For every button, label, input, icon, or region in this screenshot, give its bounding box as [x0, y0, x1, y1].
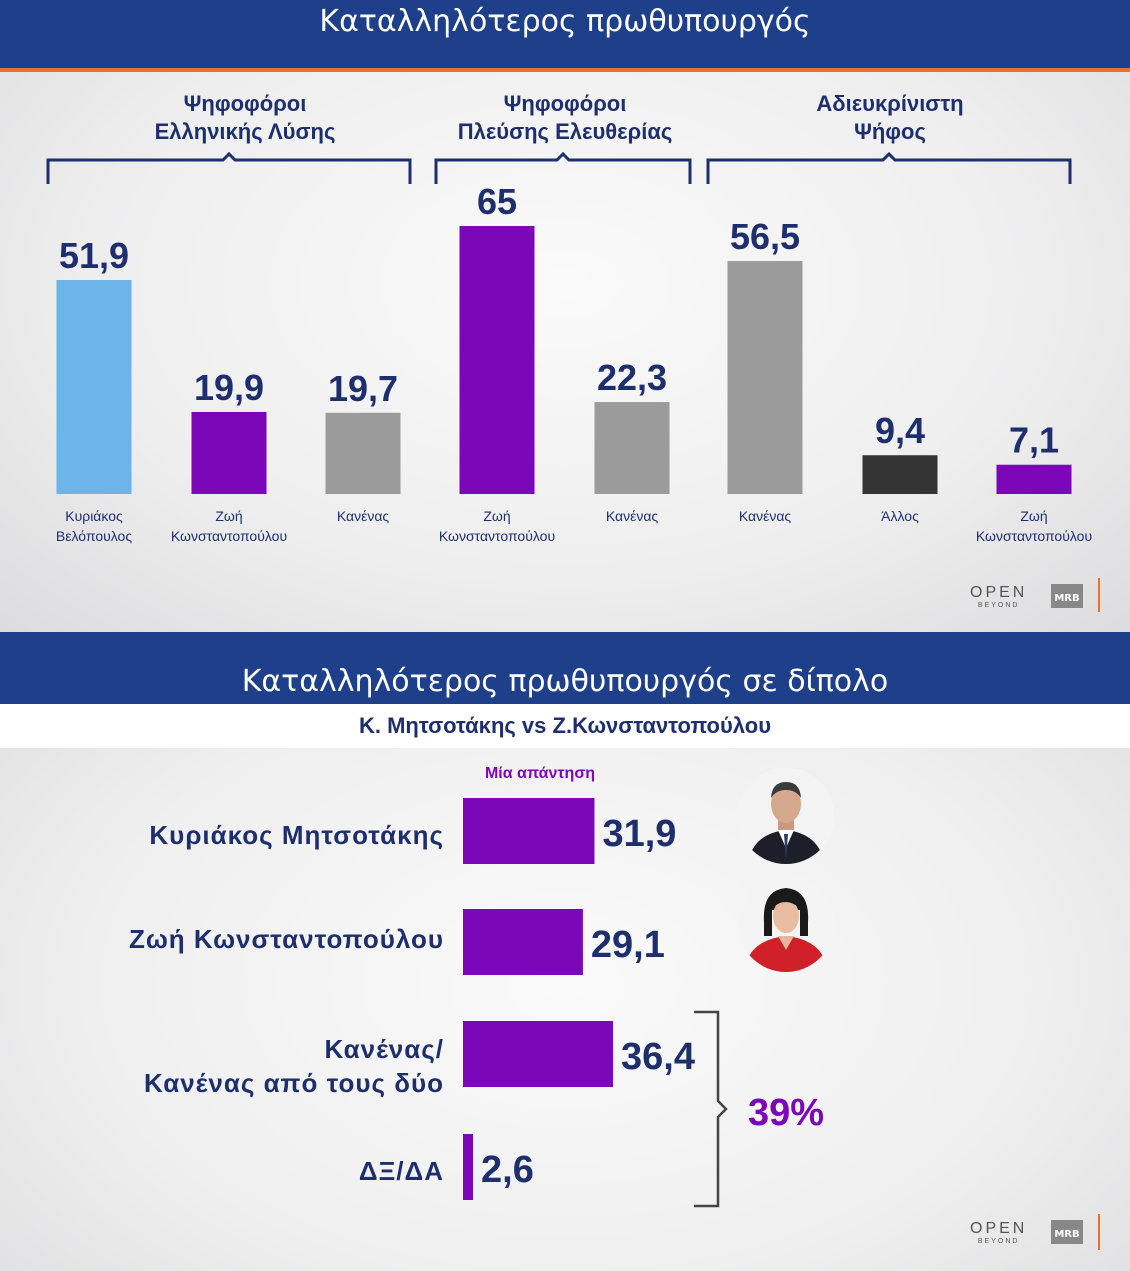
bar-value-label: 51,9	[59, 235, 129, 276]
category-label-line: Ζωή	[1020, 508, 1048, 524]
bar-value-label: 19,9	[194, 367, 264, 408]
category-label-line: Κωνσταντοπούλου	[975, 528, 1093, 544]
row-label-line: Κυριάκος Μητσοτάκης	[149, 820, 444, 850]
bar-value-label: 9,4	[875, 410, 925, 451]
group-label-line: Ψηφοφόροι	[183, 91, 307, 116]
logo-separator	[1098, 578, 1100, 612]
group-bracket	[706, 151, 1072, 184]
group-bracket	[46, 151, 412, 184]
avatar-konstantopoulou	[738, 876, 834, 972]
legend-label: Μία απάντηση	[485, 765, 595, 782]
bracket-total-label: 39%	[748, 1092, 824, 1134]
bar	[862, 455, 938, 494]
bar-value-label: 65	[477, 181, 517, 222]
top-title-underline	[0, 68, 1130, 72]
category-label: Κανένας	[557, 506, 707, 526]
category-label-line: Άλλος	[881, 508, 919, 524]
category-label-line: Κανένας	[738, 508, 792, 524]
open-logo-text: OPEN	[970, 584, 1028, 601]
open-beyond-logo: OPEN BEYOND	[970, 584, 1027, 609]
bar-value-label: 22,3	[597, 357, 667, 398]
category-label-line: Κανένας	[605, 508, 659, 524]
bar	[996, 464, 1072, 494]
bar-value-label: 29,1	[591, 924, 665, 966]
open-logo-text: OPEN	[970, 1220, 1028, 1237]
category-label: Ζωή Κωνσταντοπούλου	[154, 506, 304, 546]
group-bracket	[434, 151, 692, 184]
group-label-line: Ελληνικής Λύσης	[154, 119, 336, 144]
group-label-elliniki-lysi: Ψηφοφόροι Ελληνικής Λύσης	[70, 90, 420, 146]
category-label: Ζωή Κωνσταντοπούλου	[959, 506, 1109, 546]
category-label-line: Κανένας	[336, 508, 390, 524]
bottom-bar-chart: Μία απάντηση 31,9 29,1 36,4 2,6 39%	[463, 765, 824, 1208]
bar-value-label: 56,5	[730, 216, 800, 257]
bar	[56, 280, 132, 494]
category-label-line: Ζωή	[483, 508, 511, 524]
logo-separator	[1098, 1214, 1100, 1250]
bar	[463, 1021, 613, 1087]
bar	[594, 402, 670, 494]
mrb-logo: MRB	[1051, 1220, 1083, 1244]
category-label-line: Βελόπουλος	[55, 528, 133, 544]
category-label: Κανένας	[288, 506, 438, 526]
row-label-mitsotakis: Κυριάκος Μητσοτάκης	[149, 818, 444, 852]
portrait-man-icon	[738, 768, 834, 864]
top-bar-chart: 51,9 19,9 19,7 65 22,3 56,5 9,4 7,1	[46, 151, 1072, 494]
group-label-line: Ψήφος	[854, 119, 926, 144]
category-label: Κυριάκος Βελόπουλος	[19, 506, 169, 546]
bottom-chart-title: Καταλληλότερος πρωθυπουργός σε δίπολο	[241, 664, 889, 699]
group-label-line: Πλεύσης Ελευθερίας	[457, 119, 673, 144]
portrait-woman-icon	[738, 876, 834, 972]
top-chart-title: Καταλληλότερος πρωθυπουργός	[319, 4, 811, 39]
bar	[191, 411, 267, 494]
category-label: Ζωή Κωνσταντοπούλου	[422, 506, 572, 546]
open-beyond-logo: OPEN BEYOND	[970, 1220, 1027, 1245]
group-label-adieukriniti: Αδιευκρίνιστη Ψήφος	[740, 90, 1040, 146]
row-label-line: Ζωή Κωνσταντοπούλου	[128, 924, 444, 954]
beyond-logo-text: BEYOND	[977, 1238, 1020, 1245]
group-label-plefsi-eleftherias: Ψηφοφόροι Πλεύσης Ελευθερίας	[430, 90, 700, 146]
bottom-chart-subtitle: Κ. Μητσοτάκης vs Ζ.Κωνσταντοπούλου	[0, 704, 1130, 748]
row-label-line: Κανένας/	[324, 1034, 444, 1064]
beyond-logo-text: BEYOND	[977, 602, 1020, 609]
category-label: Κανένας	[690, 506, 840, 526]
bottom-chart-panel: Καταλληλότερος πρωθυπουργός σε δίπολο Κ.…	[0, 632, 1130, 1271]
bottom-chart-title-bar: Καταλληλότερος πρωθυπουργός σε δίπολο	[0, 632, 1130, 704]
bar	[325, 412, 401, 494]
top-chart-panel: Καταλληλότερος πρωθυπουργός Ψηφοφόροι Ελ…	[0, 0, 1130, 632]
group-label-line: Αδιευκρίνιστη	[816, 91, 964, 116]
bar-value-label: 2,6	[481, 1149, 534, 1191]
mrb-logo: MRB	[1051, 584, 1083, 608]
bar	[459, 226, 535, 494]
row-label-line: ΔΞ/ΔΑ	[358, 1156, 444, 1186]
category-label-line: Κυριάκος	[65, 508, 123, 524]
bar-value-label: 36,4	[621, 1036, 695, 1078]
group-label-line: Ψηφοφόροι	[503, 91, 627, 116]
bar-value-label: 19,7	[328, 368, 398, 409]
row-label-line: Κανένας από τους δύο	[144, 1068, 444, 1098]
row-label-konstantopoulou: Ζωή Κωνσταντοπούλου	[129, 922, 444, 956]
row-label-kanenas: Κανένας/ Κανένας από τους δύο	[144, 1032, 444, 1100]
bar-value-label: 7,1	[1009, 420, 1059, 461]
bracket	[694, 1010, 728, 1208]
row-label-dxda: ΔΞ/ΔΑ	[359, 1154, 444, 1188]
bar	[727, 261, 803, 494]
category-label: Άλλος	[825, 506, 975, 526]
bar-value-label: 31,9	[602, 813, 676, 855]
category-label-line: Κωνσταντοπούλου	[170, 528, 288, 544]
category-label-line: Ζωή	[215, 508, 243, 524]
bar	[463, 1134, 473, 1200]
bar	[463, 798, 595, 864]
avatar-mitsotakis	[738, 768, 834, 864]
bar	[463, 909, 583, 975]
top-chart-title-bar: Καταλληλότερος πρωθυπουργός	[0, 0, 1130, 68]
category-label-line: Κωνσταντοπούλου	[438, 528, 556, 544]
